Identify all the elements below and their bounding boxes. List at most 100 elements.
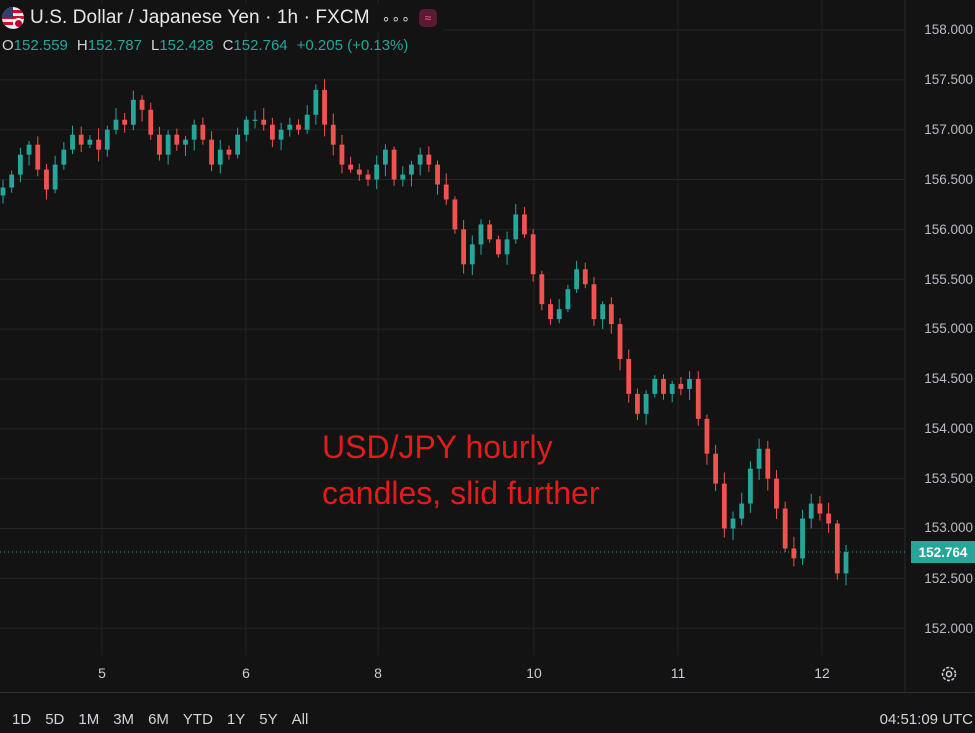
candle-down — [261, 119, 267, 125]
price-tick-label: 156.500 — [924, 172, 973, 187]
range-1d-button[interactable]: 1D — [12, 711, 32, 728]
candle-down — [522, 214, 527, 235]
candle-up — [61, 149, 67, 165]
candle-down — [774, 478, 779, 509]
low-value: 152.428 — [159, 37, 214, 54]
candle-up — [252, 119, 258, 121]
candle-up — [400, 174, 406, 180]
candle-up — [513, 214, 519, 240]
candle-up — [669, 383, 675, 394]
candle-down — [765, 448, 771, 479]
candle-down — [817, 503, 823, 514]
candle-up — [756, 448, 762, 469]
candle-down — [826, 513, 832, 524]
range-6m-button[interactable]: 6M — [148, 711, 169, 728]
high-value: 152.787 — [87, 37, 142, 54]
candle-down — [122, 119, 128, 125]
candle-down — [461, 229, 467, 265]
candle-down — [495, 239, 501, 255]
open-value: 152.559 — [13, 37, 68, 54]
range-1m-button[interactable]: 1M — [78, 711, 100, 728]
candle-down — [695, 378, 701, 419]
candle-up — [9, 174, 15, 188]
candle-up — [565, 289, 571, 310]
range-5d-button[interactable]: 5D — [45, 711, 65, 728]
symbol-header[interactable]: U.S. Dollar / Japanese Yen · 1h · FXCM ∘… — [0, 4, 443, 32]
candle-down — [339, 144, 345, 165]
candle-down — [539, 274, 545, 305]
candle-up — [800, 518, 805, 559]
candle-up — [52, 164, 58, 190]
candle-down — [626, 359, 632, 394]
candle-up — [574, 269, 579, 290]
candle-down — [713, 453, 719, 484]
candle-down — [834, 523, 840, 574]
candle-down — [426, 154, 432, 165]
range-3m-button[interactable]: 3M — [113, 711, 135, 728]
candle-down — [582, 269, 588, 285]
time-tick-label: 12 — [814, 665, 830, 681]
candle-up — [739, 503, 745, 519]
candle-up — [26, 144, 32, 155]
candle-series — [0, 79, 849, 586]
candle-down — [435, 164, 440, 185]
change-value: +0.205 (+0.13%) — [296, 37, 409, 54]
last-price-tag: 152.764 — [911, 541, 975, 563]
range-5y-button[interactable]: 5Y — [259, 711, 278, 728]
time-tick-label: 10 — [526, 665, 542, 681]
price-tick-label: 154.000 — [924, 421, 973, 436]
candle-down — [782, 508, 788, 549]
candle-down — [348, 164, 354, 170]
candle-up — [87, 139, 93, 145]
range-ytd-button[interactable]: YTD — [182, 711, 213, 728]
candle-down — [200, 124, 206, 140]
time-tick-label: 5 — [98, 665, 106, 681]
symbol-title[interactable]: U.S. Dollar / Japanese Yen · 1h · FXCM — [30, 7, 370, 28]
candle-down — [530, 234, 536, 275]
high-label: H — [76, 37, 88, 54]
more-options-icon[interactable]: ∘∘∘ — [381, 9, 411, 26]
candle-down — [148, 109, 154, 135]
candle-up — [304, 114, 310, 130]
chart-settings-icon[interactable] — [940, 665, 958, 683]
price-tick-label: 155.500 — [924, 272, 973, 287]
candle-down — [548, 304, 553, 320]
candle-up — [278, 129, 284, 140]
candle-up — [287, 124, 293, 130]
price-tick-label: 154.500 — [924, 371, 973, 386]
candle-up — [748, 468, 753, 504]
price-tick-label: 157.500 — [924, 72, 973, 87]
data-feed-badge-icon[interactable]: ≈ — [418, 9, 437, 27]
candle-down — [704, 418, 710, 454]
price-tick-label: 155.000 — [924, 321, 973, 336]
candle-up — [687, 378, 692, 389]
candle-up — [652, 378, 658, 394]
time-tick-label: 11 — [670, 665, 686, 681]
price-tick-label: 153.000 — [924, 520, 973, 535]
price-tick-label: 153.500 — [924, 471, 973, 486]
candle-down — [139, 99, 145, 110]
candle-down — [721, 483, 727, 529]
candle-up — [600, 304, 606, 320]
range-all-button[interactable]: All — [291, 711, 309, 728]
time-tick-label: 8 — [374, 665, 382, 681]
candle-down — [270, 124, 275, 140]
ohlc-legend: O152.559 H152.787 L152.428 C152.764 +0.2… — [2, 37, 408, 54]
candle-up — [478, 224, 484, 245]
candle-up — [730, 518, 736, 529]
candle-down — [330, 124, 336, 145]
close-label: C — [222, 37, 234, 54]
candle-up — [643, 393, 649, 414]
candle-down — [78, 134, 84, 145]
bottom-toolbar: 1D 5D 1M 3M 6M YTD 1Y 5Y All 04:51:09 UT… — [0, 692, 975, 733]
range-1y-button[interactable]: 1Y — [226, 711, 246, 728]
open-label: O — [2, 37, 14, 54]
candle-down — [174, 134, 180, 145]
candle-down — [591, 284, 597, 320]
candle-up — [217, 149, 223, 165]
utc-clock[interactable]: 04:51:09 UTC — [879, 711, 973, 728]
candle-up — [808, 503, 814, 519]
candle-up — [104, 129, 110, 150]
candle-up — [469, 244, 475, 265]
